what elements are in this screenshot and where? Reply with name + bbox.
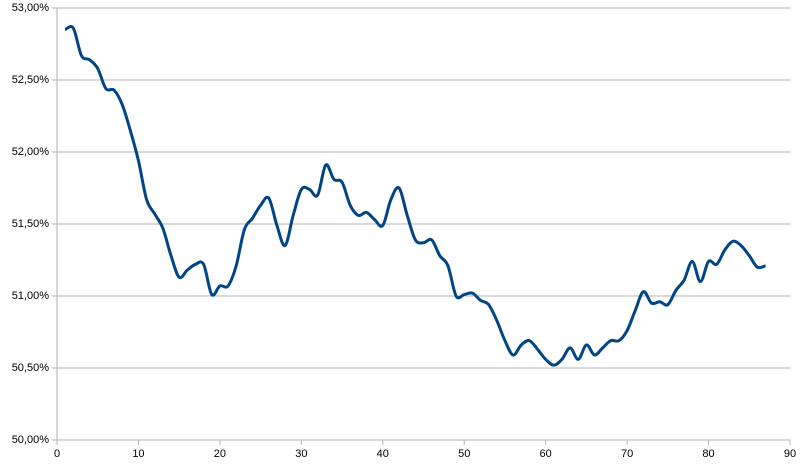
- x-tick-label: 10: [132, 448, 144, 460]
- y-tick-label: 52,50%: [12, 74, 50, 86]
- y-tick-label: 51,00%: [12, 290, 50, 302]
- x-tick-label: 60: [540, 448, 552, 460]
- x-tick-label: 30: [295, 448, 307, 460]
- data-line: [64, 25, 767, 367]
- y-tick-label: 51,50%: [12, 218, 50, 230]
- x-tick-label: 90: [784, 448, 796, 460]
- y-tick-label: 52,00%: [12, 146, 50, 158]
- x-tick-label: 20: [214, 448, 226, 460]
- x-tick-label: 80: [702, 448, 714, 460]
- x-tick-label: 40: [377, 448, 389, 460]
- y-tick-label: 50,00%: [12, 434, 50, 446]
- y-tick-label: 53,00%: [12, 2, 50, 14]
- x-tick-label: 0: [54, 448, 60, 460]
- x-tick-label: 50: [458, 448, 470, 460]
- y-tick-label: 50,50%: [12, 362, 50, 374]
- x-tick-label: 70: [621, 448, 633, 460]
